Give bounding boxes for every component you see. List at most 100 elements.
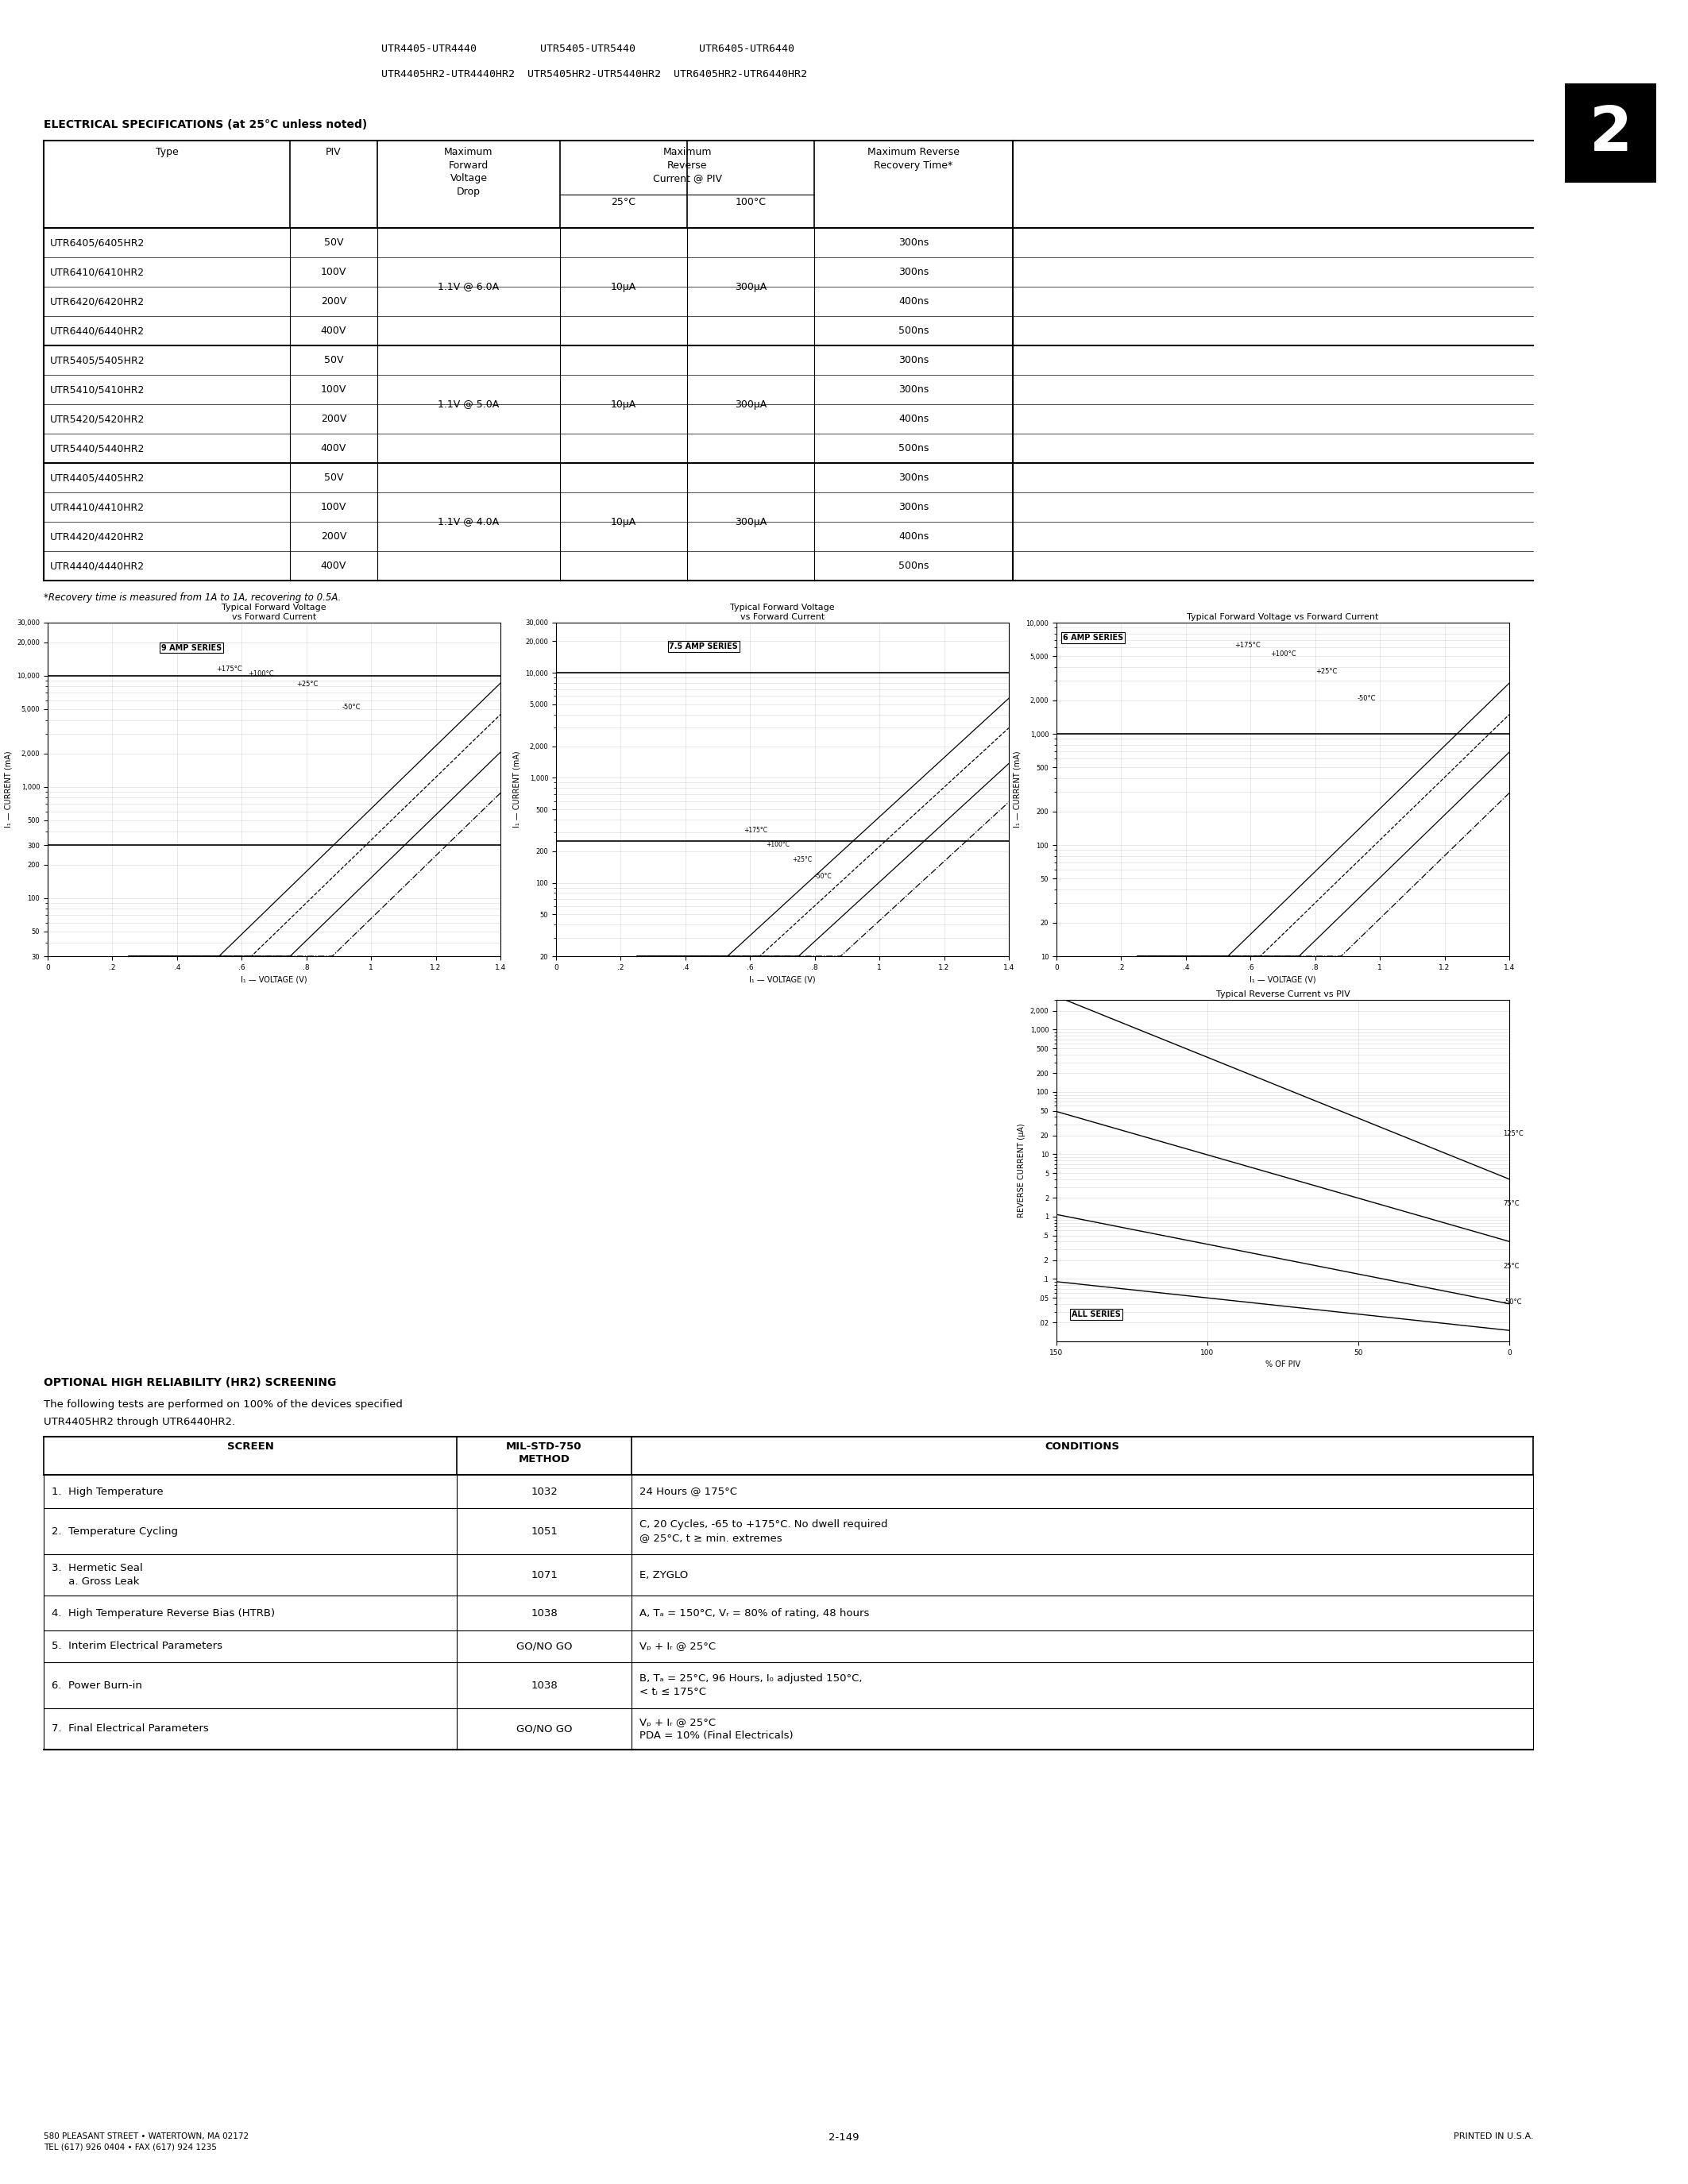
Text: 3.  Hermetic Seal
     a. Gross Leak: 3. Hermetic Seal a. Gross Leak: [52, 1564, 143, 1588]
Text: 6 AMP SERIES: 6 AMP SERIES: [1063, 633, 1124, 642]
Text: UTR4405-UTR4440          UTR5405-UTR5440          UTR6405-UTR6440: UTR4405-UTR4440 UTR5405-UTR5440 UTR6405-…: [381, 44, 795, 55]
Text: A, Tₐ = 150°C, Vᵣ = 80% of rating, 48 hours: A, Tₐ = 150°C, Vᵣ = 80% of rating, 48 ho…: [640, 1607, 869, 1618]
Text: +175°C: +175°C: [1234, 642, 1261, 649]
Text: GO/NO GO: GO/NO GO: [517, 1723, 572, 1734]
Title: Typical Reverse Current vs PIV: Typical Reverse Current vs PIV: [1215, 989, 1350, 998]
Text: 7.  Final Electrical Parameters: 7. Final Electrical Parameters: [52, 1723, 209, 1734]
Text: SCREEN: SCREEN: [226, 1441, 273, 1452]
Text: UTR4405HR2 through UTR6440HR2.: UTR4405HR2 through UTR6440HR2.: [44, 1417, 235, 1426]
Text: 300ns: 300ns: [898, 266, 928, 277]
Text: 200V: 200V: [321, 413, 346, 424]
Text: 500ns: 500ns: [898, 561, 928, 570]
Text: ALL SERIES: ALL SERIES: [1072, 1310, 1121, 1319]
Text: Vₚ + Iᵣ @ 25°C: Vₚ + Iᵣ @ 25°C: [640, 1640, 716, 1651]
Text: UTR5410/5410HR2: UTR5410/5410HR2: [51, 384, 145, 395]
Text: 100V: 100V: [321, 384, 346, 395]
Text: +175°C: +175°C: [744, 828, 768, 834]
Text: 500ns: 500ns: [898, 443, 928, 454]
Text: 6.  Power Burn-in: 6. Power Burn-in: [52, 1679, 142, 1690]
Text: 300ns: 300ns: [898, 356, 928, 365]
Text: 1032: 1032: [530, 1487, 557, 1496]
Text: 300μA: 300μA: [734, 400, 766, 408]
Text: UTR4405HR2-UTR4440HR2  UTR5405HR2-UTR5440HR2  UTR6405HR2-UTR6440HR2: UTR4405HR2-UTR4440HR2 UTR5405HR2-UTR5440…: [381, 70, 807, 79]
Text: 300ns: 300ns: [898, 238, 928, 247]
Text: PIV: PIV: [326, 146, 341, 157]
Text: 5.  Interim Electrical Parameters: 5. Interim Electrical Parameters: [52, 1640, 223, 1651]
Text: 75°C: 75°C: [1504, 1201, 1519, 1208]
Text: GO/NO GO: GO/NO GO: [517, 1640, 572, 1651]
Text: 1.1V @ 5.0A: 1.1V @ 5.0A: [437, 400, 500, 408]
Text: OPTIONAL HIGH RELIABILITY (HR2) SCREENING: OPTIONAL HIGH RELIABILITY (HR2) SCREENIN…: [44, 1378, 336, 1389]
Y-axis label: I₁ — CURRENT (mA): I₁ — CURRENT (mA): [5, 751, 12, 828]
Text: 300ns: 300ns: [898, 384, 928, 395]
Text: 25°C: 25°C: [611, 197, 636, 207]
Text: 100°C: 100°C: [736, 197, 766, 207]
Text: -50°C: -50°C: [1357, 695, 1376, 701]
Text: +100°C: +100°C: [766, 841, 790, 847]
Text: 200V: 200V: [321, 297, 346, 306]
Text: 300μA: 300μA: [734, 518, 766, 526]
Text: MIL-STD-750
METHOD: MIL-STD-750 METHOD: [506, 1441, 582, 1465]
Text: 300ns: 300ns: [898, 502, 928, 513]
Y-axis label: I₁ — CURRENT (mA): I₁ — CURRENT (mA): [1013, 751, 1021, 828]
Text: UTR6405/6405HR2: UTR6405/6405HR2: [51, 238, 145, 247]
Title: Typical Forward Voltage vs Forward Current: Typical Forward Voltage vs Forward Curre…: [1187, 614, 1379, 620]
Text: 1.1V @ 4.0A: 1.1V @ 4.0A: [439, 518, 500, 526]
Text: +25°C: +25°C: [297, 681, 319, 688]
Text: 25°C: 25°C: [1504, 1262, 1519, 1269]
Text: 400ns: 400ns: [898, 413, 928, 424]
Text: 100V: 100V: [321, 502, 346, 513]
Text: 2.  Temperature Cycling: 2. Temperature Cycling: [52, 1527, 177, 1535]
Text: 9 AMP SERIES: 9 AMP SERIES: [160, 644, 221, 651]
Text: 400V: 400V: [321, 561, 346, 570]
Text: +25°C: +25°C: [1315, 668, 1337, 675]
Text: UTR4420/4420HR2: UTR4420/4420HR2: [51, 531, 145, 542]
Y-axis label: I₁ — CURRENT (mA): I₁ — CURRENT (mA): [513, 751, 522, 828]
Text: 1038: 1038: [530, 1679, 557, 1690]
Text: UTR4410/4410HR2: UTR4410/4410HR2: [51, 502, 145, 513]
Text: 1038: 1038: [530, 1607, 557, 1618]
Text: UTR4405/4405HR2: UTR4405/4405HR2: [51, 472, 145, 483]
Text: 300ns: 300ns: [898, 472, 928, 483]
Text: Type: Type: [155, 146, 179, 157]
Text: 1071: 1071: [530, 1570, 557, 1579]
Y-axis label: REVERSE CURRENT (μA): REVERSE CURRENT (μA): [1018, 1123, 1026, 1219]
Text: 7.5 AMP SERIES: 7.5 AMP SERIES: [668, 642, 738, 651]
Text: 2-149: 2-149: [829, 2132, 859, 2143]
X-axis label: I₁ — VOLTAGE (V): I₁ — VOLTAGE (V): [1249, 976, 1317, 983]
Text: 300μA: 300μA: [734, 282, 766, 293]
Text: 100V: 100V: [321, 266, 346, 277]
Text: Maximum
Forward
Voltage
Drop: Maximum Forward Voltage Drop: [444, 146, 493, 197]
Text: +25°C: +25°C: [792, 856, 812, 863]
Text: 4.  High Temperature Reverse Bias (HTRB): 4. High Temperature Reverse Bias (HTRB): [52, 1607, 275, 1618]
Text: +175°C: +175°C: [216, 666, 241, 673]
Text: 24 Hours @ 175°C: 24 Hours @ 175°C: [640, 1487, 738, 1496]
Text: ELECTRICAL SPECIFICATIONS (at 25°C unless noted): ELECTRICAL SPECIFICATIONS (at 25°C unles…: [44, 120, 368, 131]
Text: 1051: 1051: [530, 1527, 557, 1535]
Text: -50°C: -50°C: [815, 874, 832, 880]
Text: E, ZYGLO: E, ZYGLO: [640, 1570, 689, 1579]
Text: B, Tₐ = 25°C, 96 Hours, I₀ adjusted 150°C,
< tᵢ ≤ 175°C: B, Tₐ = 25°C, 96 Hours, I₀ adjusted 150°…: [640, 1673, 863, 1697]
Text: 1.1V @ 6.0A: 1.1V @ 6.0A: [439, 282, 500, 293]
Text: -50°C: -50°C: [1504, 1297, 1523, 1306]
Text: UTR5405/5405HR2: UTR5405/5405HR2: [51, 356, 145, 365]
Text: Maximum Reverse
Recovery Time*: Maximum Reverse Recovery Time*: [868, 146, 959, 170]
Text: 400V: 400V: [321, 325, 346, 336]
Text: 400ns: 400ns: [898, 297, 928, 306]
Text: UTR5420/5420HR2: UTR5420/5420HR2: [51, 413, 145, 424]
Text: C, 20 Cycles, -65 to +175°C. No dwell required
@ 25°C, t ≥ min. extremes: C, 20 Cycles, -65 to +175°C. No dwell re…: [640, 1520, 888, 1544]
Text: UTR6420/6420HR2: UTR6420/6420HR2: [51, 297, 145, 306]
Text: The following tests are performed on 100% of the devices specified: The following tests are performed on 100…: [44, 1400, 403, 1409]
X-axis label: I₁ — VOLTAGE (V): I₁ — VOLTAGE (V): [749, 976, 815, 983]
Text: 50V: 50V: [324, 356, 343, 365]
Text: 10μA: 10μA: [611, 282, 636, 293]
Text: 200V: 200V: [321, 531, 346, 542]
Text: 2: 2: [1588, 103, 1632, 164]
Text: UTR4440/4440HR2: UTR4440/4440HR2: [51, 561, 145, 570]
Text: 50V: 50V: [324, 238, 343, 247]
Text: 580 PLEASANT STREET • WATERTOWN, MA 02172
TEL (617) 926 0404 • FAX (617) 924 123: 580 PLEASANT STREET • WATERTOWN, MA 0217…: [44, 2132, 248, 2151]
Title: Typical Forward Voltage
vs Forward Current: Typical Forward Voltage vs Forward Curre…: [731, 603, 834, 620]
Text: 1.  High Temperature: 1. High Temperature: [52, 1487, 164, 1496]
Text: 10μA: 10μA: [611, 400, 636, 408]
Text: +100°C: +100°C: [248, 670, 273, 677]
